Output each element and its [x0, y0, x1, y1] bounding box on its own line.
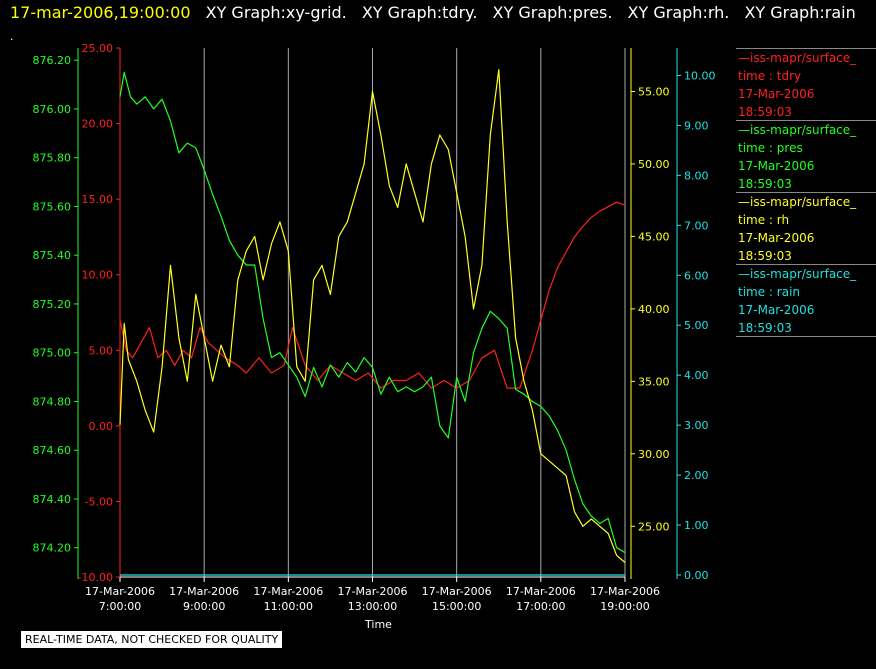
pres-tick-label: 876.00 — [33, 103, 72, 116]
pres-tick-label: 875.40 — [33, 249, 72, 262]
rh-tick-label: 35.00 — [638, 375, 670, 388]
series-tdry-line — [119, 201, 626, 389]
legend-source: —iss-mapr/surface_ — [738, 51, 857, 65]
series-rh-line — [119, 69, 626, 563]
header-item-rh: XY Graph:rh. — [627, 3, 730, 22]
rh-tick-label: 50.00 — [638, 158, 670, 171]
header-time: 17-mar-2006,19:00:00 — [10, 3, 191, 22]
rain-tick-label: 7.00 — [684, 219, 709, 232]
pres-tick-label: 875.00 — [33, 347, 72, 360]
legend-date: 17-Mar-2006 — [738, 159, 815, 173]
legend-date: 17-Mar-2006 — [738, 231, 815, 245]
rain-tick-label: 9.00 — [684, 119, 709, 132]
x-tick-label-time: 13:00:00 — [348, 600, 397, 613]
rain-tick-label: 8.00 — [684, 169, 709, 182]
legend-entry-tdry[interactable]: —iss-mapr/surface_ time : tdry 17-Mar-20… — [736, 48, 876, 120]
tdry-tick-label: -10.00 — [78, 571, 113, 584]
rain-tick-label: 5.00 — [684, 319, 709, 332]
legend-entry-pres[interactable]: —iss-mapr/surface_ time : pres 17-Mar-20… — [736, 120, 876, 192]
series-pres-line — [119, 71, 626, 554]
x-tick-label-date: 17-Mar-2006 — [253, 585, 323, 598]
x-tick-label-time: 19:00:00 — [600, 600, 649, 613]
rain-tick-label: 2.00 — [684, 469, 709, 482]
header-item-tdry: XY Graph:tdry. — [361, 3, 478, 22]
pres-tick-label: 874.40 — [33, 493, 72, 506]
pres-tick-label: 875.80 — [33, 152, 72, 165]
legend-time: 18:59:03 — [738, 321, 792, 335]
tdry-tick-label: -5.00 — [85, 495, 113, 508]
x-tick-label-date: 17-Mar-2006 — [506, 585, 576, 598]
x-tick-label-time: 11:00:00 — [264, 600, 313, 613]
x-tick-label-date: 17-Mar-2006 — [422, 585, 492, 598]
rain-tick-label: 10.00 — [684, 69, 716, 82]
pres-tick-label: 875.20 — [33, 298, 72, 311]
quality-notice: REAL-TIME DATA, NOT CHECKED FOR QUALITY — [20, 630, 284, 649]
tdry-tick-label: 15.00 — [82, 193, 114, 206]
x-tick-label-date: 17-Mar-2006 — [85, 585, 155, 598]
chart-header: 17-mar-2006,19:00:00 XY Graph:xy-grid. X… — [10, 2, 856, 28]
legend-time: 18:59:03 — [738, 177, 792, 191]
x-tick-label-time: 9:00:00 — [183, 600, 225, 613]
rh-tick-label: 55.00 — [638, 85, 670, 98]
tdry-tick-label: 25.00 — [82, 42, 114, 55]
legend-entry-rh[interactable]: —iss-mapr/surface_ time : rh 17-Mar-2006… — [736, 192, 876, 264]
tdry-tick-label: 20.00 — [82, 118, 114, 131]
tdry-tick-label: 0.00 — [89, 420, 114, 433]
pres-tick-label: 875.60 — [33, 200, 72, 213]
rain-tick-label: 1.00 — [684, 519, 709, 532]
legend-date: 17-Mar-2006 — [738, 303, 815, 317]
legend-variable: time : rain — [738, 285, 801, 299]
x-axis-label: Time — [364, 618, 392, 631]
tdry-tick-label: 10.00 — [82, 269, 114, 282]
legend-source: —iss-mapr/surface_ — [738, 267, 857, 281]
header-item-pres: XY Graph:pres. — [492, 3, 613, 22]
x-tick-label-time: 17:00:00 — [516, 600, 565, 613]
legend-source: —iss-mapr/surface_ — [738, 123, 857, 137]
tdry-tick-label: 5.00 — [89, 344, 114, 357]
x-tick-label-date: 17-Mar-2006 — [169, 585, 239, 598]
legend-variable: time : pres — [738, 141, 803, 155]
rh-tick-label: 45.00 — [638, 230, 670, 243]
header-item-rain: XY Graph:rain — [744, 3, 856, 22]
rh-tick-label: 25.00 — [638, 520, 670, 533]
rh-tick-label: 30.00 — [638, 448, 670, 461]
pres-tick-label: 876.20 — [33, 54, 72, 67]
x-tick-label-time: 15:00:00 — [432, 600, 481, 613]
legend-variable: time : tdry — [738, 69, 802, 83]
rain-tick-label: 6.00 — [684, 269, 709, 282]
legend-time: 18:59:03 — [738, 105, 792, 119]
rh-tick-label: 40.00 — [638, 303, 670, 316]
rain-tick-label: 4.00 — [684, 369, 709, 382]
header-dot: . — [10, 30, 14, 43]
rain-tick-label: 0.00 — [684, 569, 709, 582]
legend-divider — [736, 336, 876, 337]
pres-tick-label: 874.80 — [33, 395, 72, 408]
x-tick-label-date: 17-Mar-2006 — [590, 585, 660, 598]
legend-entry-rain[interactable]: —iss-mapr/surface_ time : rain 17-Mar-20… — [736, 264, 876, 336]
header-item-xy-grid: XY Graph:xy-grid. — [205, 3, 347, 22]
legend: —iss-mapr/surface_ time : tdry 17-Mar-20… — [736, 48, 876, 337]
x-tick-label-date: 17-Mar-2006 — [338, 585, 408, 598]
legend-variable: time : rh — [738, 213, 790, 227]
legend-date: 17-Mar-2006 — [738, 87, 815, 101]
pres-tick-label: 874.60 — [33, 444, 72, 457]
pres-tick-label: 874.20 — [33, 542, 72, 555]
rain-tick-label: 3.00 — [684, 419, 709, 432]
legend-source: —iss-mapr/surface_ — [738, 195, 857, 209]
x-tick-label-time: 7:00:00 — [99, 600, 141, 613]
legend-time: 18:59:03 — [738, 249, 792, 263]
